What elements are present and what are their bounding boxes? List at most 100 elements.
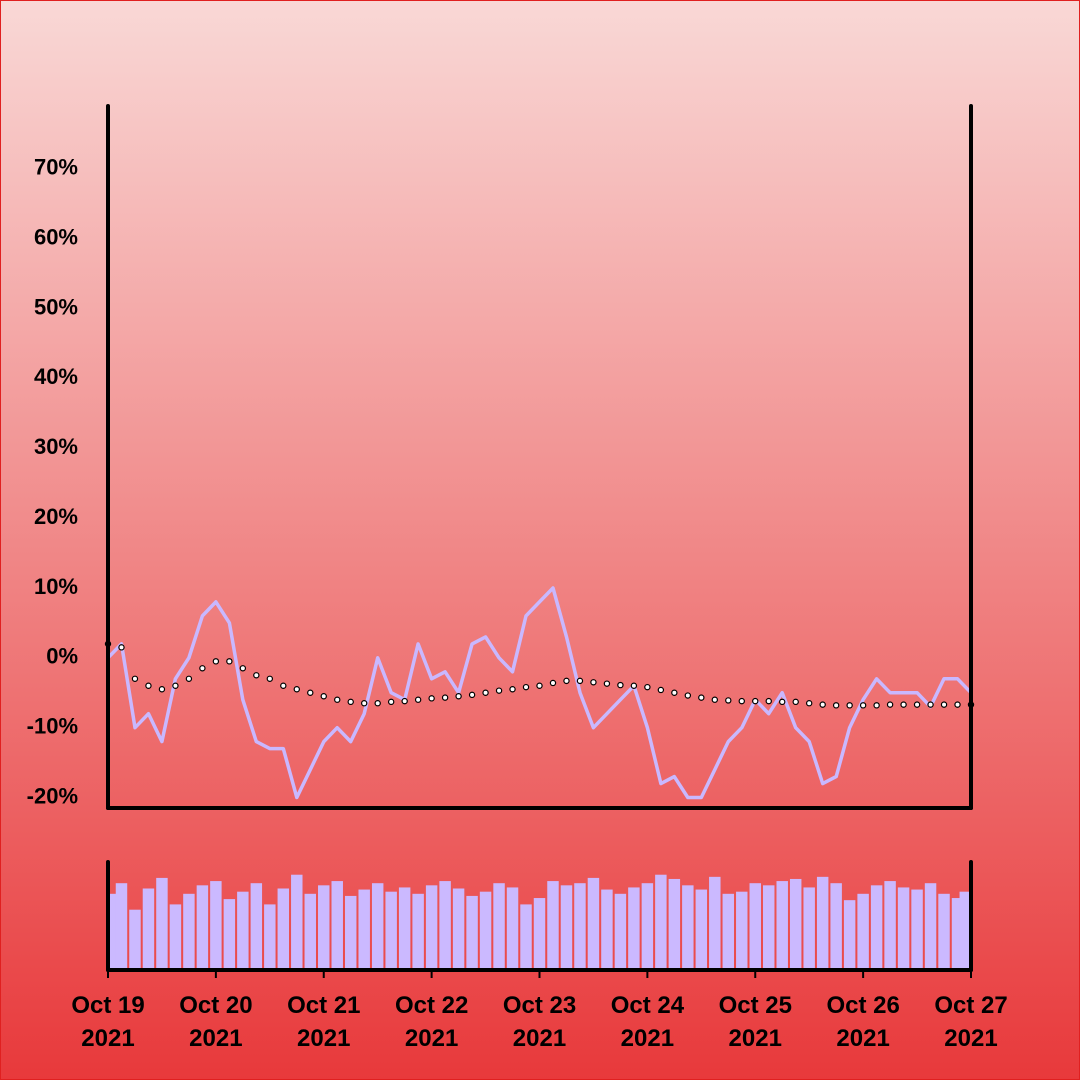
volume-bar bbox=[493, 883, 505, 968]
volume-bar bbox=[628, 887, 640, 968]
volume-bar bbox=[736, 891, 748, 968]
average-dot bbox=[779, 698, 786, 706]
volume-bar bbox=[601, 889, 613, 968]
average-dot bbox=[644, 683, 651, 691]
x-tick-label-line: Oct 23 bbox=[503, 992, 576, 1019]
average-dot bbox=[428, 695, 435, 702]
x-tick-label-line: 2021 bbox=[405, 1025, 458, 1052]
volume-bar bbox=[682, 885, 694, 968]
average-dot bbox=[347, 698, 354, 706]
average-dot bbox=[158, 686, 166, 693]
average-dot bbox=[414, 696, 422, 703]
volume-bar bbox=[533, 898, 546, 968]
x-tick-label-line: Oct 20 bbox=[179, 992, 252, 1019]
volume-bar bbox=[210, 881, 222, 968]
volume-bar bbox=[830, 883, 842, 968]
volume-bar bbox=[425, 885, 438, 968]
x-tick-label-line: 2021 bbox=[189, 1025, 242, 1052]
average-dot bbox=[819, 701, 826, 708]
volume-bar bbox=[870, 885, 883, 968]
volume-bar bbox=[196, 885, 209, 968]
volume-bar bbox=[291, 874, 303, 968]
volume-bar bbox=[183, 893, 195, 968]
average-dot bbox=[671, 689, 678, 696]
x-tick-label-line: Oct 24 bbox=[611, 992, 685, 1019]
average-dot bbox=[320, 693, 327, 700]
volume-bar bbox=[452, 888, 465, 968]
average-dot bbox=[226, 658, 233, 665]
x-tick-label: Oct 23 2021 bbox=[503, 992, 576, 1052]
average-dot bbox=[927, 701, 934, 708]
x-tick-label: Oct 19 2021 bbox=[71, 992, 144, 1052]
y-tick-label: 30% bbox=[34, 434, 78, 459]
x-tick-label-line: 2021 bbox=[621, 1025, 674, 1052]
average-dot bbox=[859, 702, 867, 709]
average-dot bbox=[698, 694, 705, 701]
volume-bar bbox=[938, 893, 950, 968]
average-dot bbox=[280, 682, 287, 689]
volume-bar bbox=[547, 881, 559, 968]
average-dot bbox=[873, 702, 880, 709]
average-dot bbox=[199, 665, 206, 672]
average-dot bbox=[253, 672, 260, 679]
x-tick-label: Oct 20 2021 bbox=[179, 992, 252, 1052]
average-dot bbox=[293, 686, 300, 693]
volume-bar bbox=[142, 888, 155, 968]
volume-bar bbox=[709, 876, 721, 968]
average-dot bbox=[361, 700, 368, 707]
average-dot bbox=[590, 679, 597, 686]
volume-bar bbox=[466, 895, 478, 968]
x-tick-label-line: Oct 19 bbox=[71, 992, 144, 1019]
x-tick-label-line: 2021 bbox=[836, 1025, 889, 1052]
x-tick-label-line: 2021 bbox=[944, 1025, 997, 1052]
volume-bar bbox=[506, 887, 519, 968]
average-dot bbox=[455, 693, 462, 700]
volume-bar bbox=[304, 893, 316, 968]
average-dot bbox=[307, 689, 314, 696]
volume-bar bbox=[951, 898, 964, 968]
average-dot bbox=[509, 686, 516, 693]
volume-bar bbox=[587, 877, 600, 968]
volume-bar bbox=[129, 909, 141, 968]
volume-bar bbox=[108, 893, 120, 968]
x-tick-label-line: 2021 bbox=[297, 1025, 350, 1052]
volume-bar bbox=[398, 887, 411, 968]
y-tick-label: -20% bbox=[27, 783, 78, 808]
average-dot bbox=[482, 689, 489, 696]
average-dot bbox=[334, 696, 341, 703]
x-tick-label-line: 2021 bbox=[513, 1025, 566, 1052]
volume-bar bbox=[439, 881, 451, 968]
average-dot bbox=[913, 701, 921, 708]
average-dot bbox=[576, 677, 584, 685]
average-dot bbox=[522, 683, 530, 691]
volume-bar bbox=[668, 878, 681, 968]
volume-bar bbox=[749, 883, 761, 968]
y-tick-label: 60% bbox=[34, 225, 78, 250]
average-dot bbox=[886, 701, 894, 708]
x-tick-label: Oct 25 2021 bbox=[719, 992, 792, 1052]
volume-bar bbox=[614, 893, 627, 968]
y-tick-label: 10% bbox=[34, 574, 78, 599]
volume-bar bbox=[412, 893, 424, 968]
volume-bar bbox=[641, 883, 654, 968]
x-tick-label-line: Oct 27 bbox=[934, 992, 1007, 1019]
y-tick-label: 40% bbox=[34, 364, 78, 389]
average-dot bbox=[185, 675, 193, 682]
volume-bar bbox=[385, 891, 397, 968]
volume-bar bbox=[655, 874, 667, 968]
average-dot bbox=[725, 697, 732, 704]
average-dot bbox=[401, 697, 408, 705]
volume-bar bbox=[358, 889, 370, 968]
volume-bar bbox=[843, 900, 856, 968]
volume-bar bbox=[695, 889, 708, 968]
average-dot bbox=[603, 680, 611, 687]
price-line bbox=[106, 586, 973, 800]
average-dot bbox=[954, 701, 961, 708]
average-dot bbox=[563, 677, 570, 685]
average-dot bbox=[846, 702, 853, 709]
average-dot bbox=[617, 681, 624, 689]
average-dot bbox=[266, 675, 274, 682]
volume-bar bbox=[897, 887, 910, 968]
average-dot bbox=[212, 658, 220, 665]
average-dot bbox=[387, 698, 395, 706]
